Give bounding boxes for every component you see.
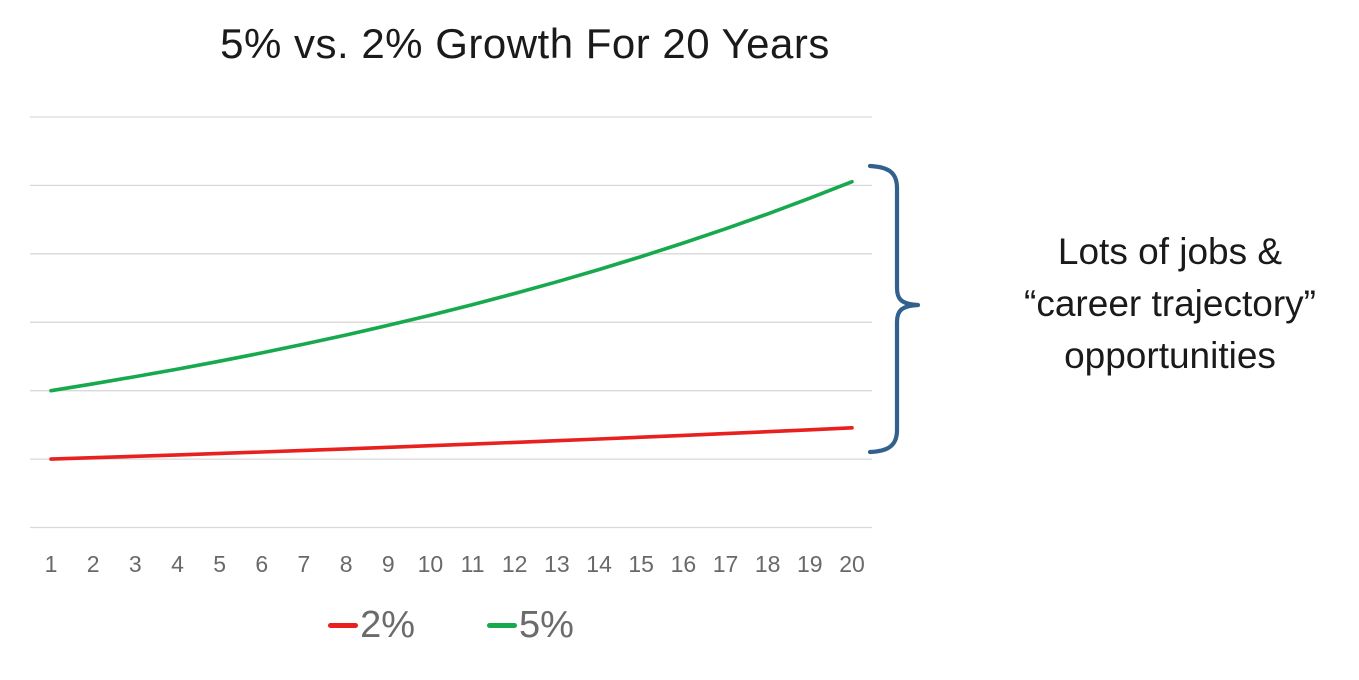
x-tick-label: 5: [213, 551, 226, 577]
legend-dash-green-icon: [487, 623, 517, 628]
chart-title: 5% vs. 2% Growth For 20 Years: [220, 20, 830, 67]
x-tick-label: 8: [340, 551, 353, 577]
x-tick-label: 19: [797, 551, 823, 577]
x-tick-label: 2: [87, 551, 100, 577]
legend-label-5pct: 5%: [519, 604, 574, 646]
x-tick-label: 11: [461, 551, 485, 577]
x-tick-label: 20: [839, 551, 865, 577]
annotation-text: Lots of jobs & “career trajectory” oppor…: [1024, 231, 1316, 376]
x-tick-label: 3: [129, 551, 142, 577]
x-tick-label: 14: [586, 551, 612, 577]
legend-dash-red-icon: [328, 623, 359, 628]
legend-item-2pct: 2%: [328, 604, 415, 647]
series-line-5%: [49, 179, 854, 393]
x-tick-label: 4: [171, 551, 184, 577]
chart-legend: 2% 5%: [30, 604, 872, 647]
x-tick-label: 6: [255, 551, 268, 577]
x-tick-label: 13: [544, 551, 570, 577]
x-tick-label: 18: [755, 551, 781, 577]
legend-label-2pct: 2%: [360, 604, 415, 646]
x-tick-label: 17: [713, 551, 739, 577]
x-tick-label: 1: [45, 551, 58, 577]
x-tick-label: 7: [298, 551, 311, 577]
x-tick-label: 16: [671, 551, 697, 577]
x-tick-label: 10: [418, 551, 444, 577]
x-tick-label: 9: [382, 551, 395, 577]
brace-bracket-icon: [867, 163, 921, 455]
legend-item-5pct: 5%: [487, 604, 574, 647]
x-tick-label: 12: [502, 551, 528, 577]
x-tick-label: 15: [628, 551, 654, 577]
series-line-2%: [49, 425, 854, 461]
